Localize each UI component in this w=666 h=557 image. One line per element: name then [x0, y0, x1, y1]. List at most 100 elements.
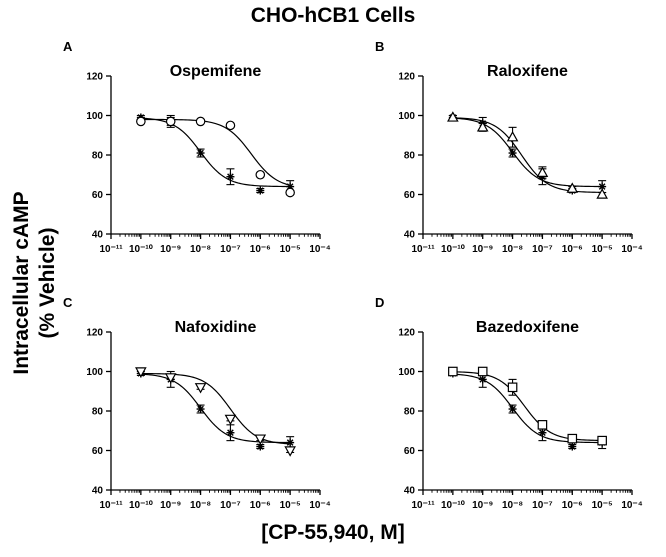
- data-point: [194, 383, 207, 394]
- data-point: [506, 130, 519, 142]
- panel-letter: C: [63, 295, 73, 310]
- x-axis-label: [CP-55,940, M]: [261, 521, 405, 544]
- panel-d-svg: D Bazedoxifene 40 60 80 100 120 10⁻¹¹ 10⁻¹⁰ 10⁻⁹ 1…: [375, 295, 643, 511]
- y-tick-label: 40: [404, 230, 416, 241]
- y-tick-label: 40: [92, 230, 104, 241]
- x-tick-label: 10⁻⁶: [562, 244, 583, 255]
- data-point: [195, 116, 206, 127]
- y-tick-label: 60: [404, 446, 416, 457]
- data-point-stroke: [539, 429, 546, 437]
- data-point-stroke: [227, 429, 234, 437]
- series-asterisk: [136, 113, 295, 195]
- series-asterisk: [448, 113, 607, 195]
- x-tick-label: 10⁻⁹: [472, 500, 493, 511]
- data-point: [196, 405, 205, 414]
- axes: [422, 76, 632, 235]
- data-point: [567, 433, 578, 444]
- y-tick-label: 100: [398, 367, 415, 378]
- panel-a: A Ospemifene 40 60 80 100 120 10⁻¹¹ 10⁻¹⁰ 10⁻⁹ 10⁻…: [58, 36, 332, 255]
- x-tick-label: 10⁻¹⁰: [129, 500, 153, 511]
- fit-curve: [140, 118, 291, 186]
- panel-b: B Raloxifene 40 60 80 100 120 10⁻¹¹ 10⁻¹⁰ 10⁻⁹ 10⁻…: [370, 36, 660, 255]
- panel-b-svg: B Raloxifene 40 60 80 100 120 10⁻¹¹ 10⁻¹⁰ 10⁻⁹ 10⁻…: [375, 39, 643, 255]
- panel-letter: D: [375, 295, 384, 310]
- x-tick-label: 10⁻⁸: [502, 244, 523, 255]
- x-tick-label: 10⁻¹¹: [99, 500, 123, 511]
- y-tick-label: 60: [92, 446, 104, 457]
- y-tick-label: 120: [398, 72, 415, 83]
- x-tick-label: 10⁻⁶: [562, 500, 583, 511]
- x-tick-label: 10⁻⁴: [621, 500, 642, 511]
- data-point-stroke: [197, 405, 204, 413]
- x-tick-label: 10⁻⁸: [502, 500, 523, 511]
- x-tick-label: 10⁻¹⁰: [129, 244, 153, 255]
- data-point: [135, 367, 147, 378]
- x-tick-label: 10⁻⁷: [532, 244, 553, 255]
- data-point: [537, 420, 548, 430]
- series-asterisk: [136, 369, 295, 451]
- data-point-stroke: [256, 443, 264, 450]
- x-tick-label: 10⁻⁵: [592, 500, 613, 511]
- fit-curve: [452, 371, 603, 442]
- data-point: [478, 375, 487, 384]
- x-tick-label: 10⁻¹¹: [411, 244, 435, 255]
- y-tick-label: 100: [86, 111, 103, 122]
- x-tick-label: 10⁻⁴: [309, 244, 330, 255]
- y-tick-label: 120: [398, 328, 415, 339]
- panel-c-svg: C Nafoxidine 40 60 80 100 120 10⁻¹¹ 10⁻¹⁰ 10⁻⁹ 10⁻…: [63, 295, 331, 511]
- x-tick-label: 10⁻⁹: [472, 244, 493, 255]
- data-point: [538, 428, 547, 437]
- data-point-stroke: [197, 149, 204, 157]
- data-point-stroke: [509, 405, 516, 413]
- x-tick-label: 10⁻⁵: [280, 500, 301, 511]
- data-point: [254, 434, 267, 445]
- data-point: [226, 172, 235, 181]
- y-tick-label: 40: [92, 486, 104, 497]
- x-tick-label: 10⁻⁷: [220, 244, 241, 255]
- data-point: [226, 428, 235, 437]
- data-point: [476, 121, 489, 132]
- fit-curve: [140, 372, 291, 445]
- data-point-stroke: [286, 439, 294, 446]
- data-point-stroke: [598, 183, 606, 190]
- y-tick-label: 120: [86, 72, 103, 83]
- x-tick-label: 10⁻¹¹: [411, 500, 435, 511]
- data-point: [225, 120, 236, 131]
- data-point: [286, 438, 295, 447]
- x-tick-label: 10⁻⁹: [160, 244, 181, 255]
- y-tick-label: 60: [404, 190, 416, 201]
- series-circle: [136, 116, 295, 198]
- y-tick-label: 80: [404, 151, 416, 162]
- data-point: [285, 187, 295, 198]
- x-tick-label: 10⁻⁷: [220, 500, 241, 511]
- figure-title: CHO-hCB1 Cells: [250, 4, 416, 27]
- y-axis-label: Intracellular cAMP (% Vehicle): [6, 168, 66, 398]
- fit-curve: [452, 117, 603, 193]
- x-tick-label: 10⁻¹¹: [99, 244, 123, 255]
- y-tick-label: 100: [398, 111, 415, 122]
- data-point-stroke: [227, 173, 234, 181]
- fit-curve: [140, 117, 291, 188]
- data-point-stroke: [568, 443, 576, 450]
- y-axis-label-line2: (% Vehicle): [36, 228, 59, 339]
- data-point: [284, 446, 296, 457]
- data-point-stroke: [256, 187, 264, 194]
- y-tick-label: 120: [86, 328, 103, 339]
- x-tick-label: 10⁻⁴: [309, 500, 330, 511]
- panel-title: Nafoxidine: [175, 319, 257, 336]
- panel-letter: A: [63, 39, 73, 54]
- x-tick-label: 10⁻⁵: [280, 244, 301, 255]
- panel-a-svg: A Ospemifene 40 60 80 100 120 10⁻¹¹ 10⁻¹⁰ 10⁻⁹ 10⁻…: [63, 39, 331, 255]
- x-tick-label: 10⁻⁴: [621, 244, 642, 255]
- data-point: [568, 442, 577, 451]
- axes: [110, 76, 320, 235]
- fit-curve: [140, 373, 291, 444]
- data-point: [256, 186, 265, 195]
- x-tick-label: 10⁻⁶: [250, 244, 271, 255]
- y-tick-label: 80: [92, 407, 104, 418]
- x-tick-label: 10⁻⁸: [190, 500, 211, 511]
- data-point: [447, 111, 459, 122]
- series-triangle-down: [135, 367, 296, 457]
- panel-d: D Bazedoxifene 40 60 80 100 120 10⁻¹¹ 10⁻¹⁰ 10⁻⁹ 1…: [370, 292, 660, 511]
- data-point: [136, 116, 146, 127]
